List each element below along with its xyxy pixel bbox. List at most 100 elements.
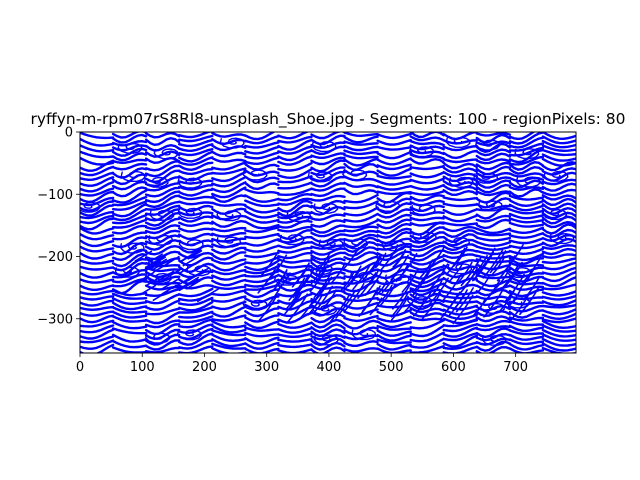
streamline [442,149,478,160]
streamline [111,200,148,211]
streamline [541,148,576,157]
streamline-vortex [178,239,204,251]
streamline-vortex [279,234,305,246]
streamline [178,345,214,353]
streamline [475,165,512,176]
streamline [343,144,379,152]
streamline-cluster [134,271,155,285]
streamline-dense [473,251,495,281]
streamline [310,328,346,338]
streamline [541,135,576,145]
streamline [178,211,214,217]
streamline [144,319,181,329]
streamline [541,270,576,283]
streamline [475,218,512,230]
streamline-vortex [242,299,268,311]
streamline-vortex [216,236,242,248]
streamline [343,233,379,243]
streamline [178,200,214,206]
streamline-cluster [179,276,200,290]
streamline-dense [288,277,306,301]
streamline-dense [313,267,326,284]
streamline [409,165,445,171]
streamline [541,290,576,297]
streamline-cluster [182,252,205,267]
streamline [244,320,280,330]
streamline-dense [335,289,356,319]
streamline-cluster [171,275,194,290]
streamline [376,150,412,160]
streamline-cluster [157,270,175,282]
streamline-vortex [505,297,531,309]
streamline-vortex [542,208,568,221]
streamline [541,266,576,276]
streamline [541,167,576,176]
streamline-dense [258,294,278,321]
streamline [409,337,445,349]
streamline [541,324,576,333]
streamline [144,132,181,139]
streamline-cluster [152,260,169,271]
streamline [508,136,545,149]
streamline [541,215,576,225]
streamline-dense [519,287,539,316]
streamline [80,245,115,253]
streamline [442,208,478,216]
streamline [409,288,445,296]
streamline-cluster [187,250,203,260]
streamline-vortex [343,238,369,250]
streamline [178,306,214,314]
streamline [80,259,115,265]
streamline-vortex [242,169,268,181]
streamline [475,190,512,197]
streamline [111,236,148,249]
streamline [211,150,247,158]
streamline [144,200,181,211]
streamline-cluster [145,275,164,287]
streamline [310,182,346,192]
streamline-vortex [506,266,532,279]
streamline [310,175,346,188]
streamline-cluster [197,288,219,303]
streamline [376,255,412,267]
streamline-dense [500,265,519,290]
streamline [111,214,148,225]
streamline [376,342,412,351]
streamline [111,218,148,229]
streamline [343,319,379,330]
streamline [442,258,478,265]
streamline [376,163,412,171]
streamline [508,279,545,286]
streamline [310,233,346,244]
streamline-vortex [120,170,146,182]
streamline-cluster [152,290,169,301]
streamline [475,204,512,212]
streamline-vortex [381,240,407,252]
streamline [508,217,545,224]
streamline [409,139,445,147]
streamline [211,186,247,199]
streamline [211,219,247,228]
streamline [409,226,445,240]
streamline-dense [270,254,288,278]
streamline-dense [401,269,419,293]
streamline-dense [257,265,278,294]
streamline [80,159,115,172]
streamline [376,132,412,140]
streamline [376,227,412,239]
streamline [277,155,313,166]
streamline [277,181,313,190]
streamline [80,150,115,159]
streamline [211,231,247,238]
streamline-dense [376,279,388,296]
streamline [376,309,412,317]
streamline [541,303,576,309]
streamline [508,185,545,191]
streamline [409,277,445,289]
streamline-dense [390,254,409,281]
streamline [409,194,445,202]
streamline [80,165,115,177]
streamline [376,315,412,323]
streamline-vortex [543,170,569,182]
streamline [409,236,445,249]
